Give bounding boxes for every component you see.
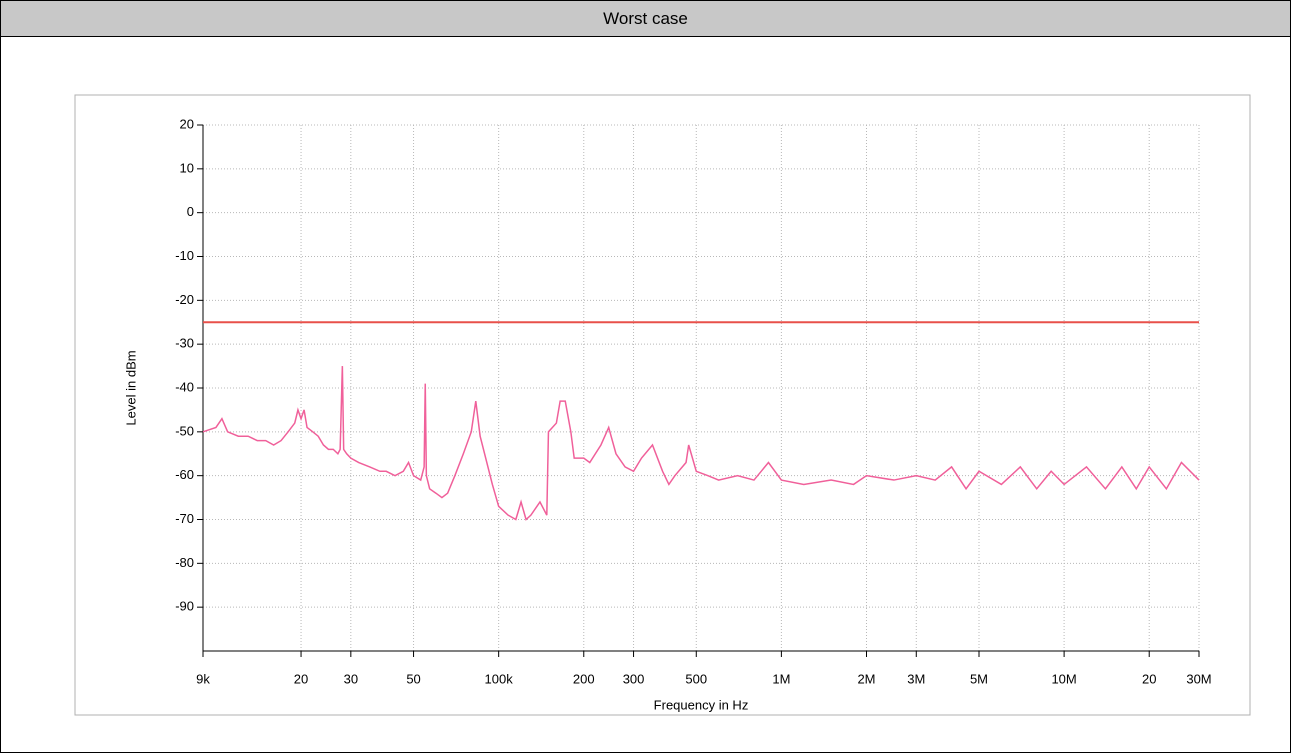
- x-axis-label: Frequency in Hz: [654, 697, 749, 712]
- x-tick-label: 5M: [970, 671, 988, 686]
- x-tick-label: 1M: [772, 671, 790, 686]
- y-tick-label: 20: [180, 116, 194, 131]
- x-tick-label: 9k: [196, 671, 210, 686]
- x-tick-label: 50: [406, 671, 420, 686]
- y-tick-label: -20: [175, 292, 194, 307]
- x-tick-label: 100k: [485, 671, 514, 686]
- x-tick-label: 30: [344, 671, 358, 686]
- x-tick-label: 30M: [1186, 671, 1211, 686]
- data-line: [202, 366, 1200, 521]
- x-tick-label: 3M: [907, 671, 925, 686]
- y-tick-label: -10: [175, 248, 194, 263]
- y-tick-label: -60: [175, 467, 194, 482]
- y-tick-label: -70: [175, 511, 194, 526]
- x-tick-label: 500: [685, 671, 707, 686]
- x-tick-label: 20: [294, 671, 308, 686]
- y-tick-label: -50: [175, 423, 194, 438]
- x-tick-label: 2M: [857, 671, 875, 686]
- y-tick-label: -90: [175, 599, 194, 614]
- x-tick-label: 300: [623, 671, 645, 686]
- x-tick-label: 200: [573, 671, 595, 686]
- chart-panel: [74, 94, 1251, 716]
- y-axis-label: Level in dBm: [123, 350, 138, 425]
- y-tick-label: 10: [180, 160, 194, 175]
- y-tick-label: -40: [175, 379, 194, 394]
- x-tick-label: 10M: [1051, 671, 1076, 686]
- y-tick-label: -80: [175, 555, 194, 570]
- x-tick-label: 20: [1142, 671, 1156, 686]
- y-tick-label: -30: [175, 336, 194, 351]
- y-tick-label: 0: [187, 204, 194, 219]
- header-title: Worst case: [1, 1, 1290, 37]
